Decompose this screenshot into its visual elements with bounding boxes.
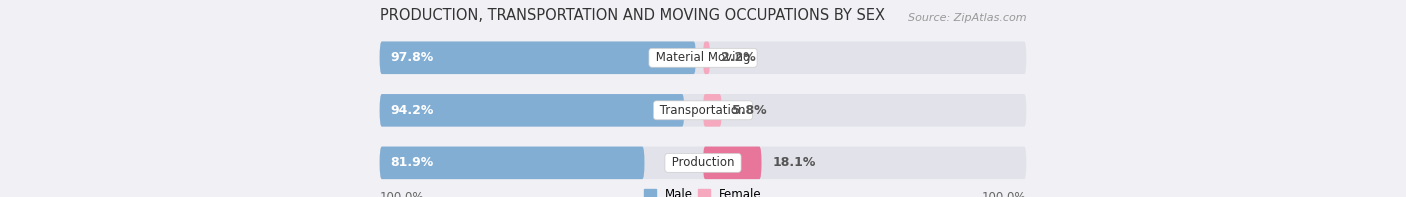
FancyBboxPatch shape bbox=[380, 42, 1026, 74]
Text: PRODUCTION, TRANSPORTATION AND MOVING OCCUPATIONS BY SEX: PRODUCTION, TRANSPORTATION AND MOVING OC… bbox=[380, 8, 884, 23]
Text: 94.2%: 94.2% bbox=[389, 104, 433, 117]
Text: Production: Production bbox=[668, 156, 738, 169]
FancyBboxPatch shape bbox=[380, 42, 696, 74]
Text: Material Moving: Material Moving bbox=[652, 51, 754, 64]
FancyBboxPatch shape bbox=[703, 147, 762, 179]
Text: 100.0%: 100.0% bbox=[981, 191, 1026, 197]
FancyBboxPatch shape bbox=[380, 94, 1026, 127]
FancyBboxPatch shape bbox=[703, 94, 721, 127]
Text: 2.2%: 2.2% bbox=[721, 51, 755, 64]
Text: 100.0%: 100.0% bbox=[380, 191, 425, 197]
Text: Transportation: Transportation bbox=[657, 104, 749, 117]
Text: 81.9%: 81.9% bbox=[389, 156, 433, 169]
FancyBboxPatch shape bbox=[380, 94, 685, 127]
FancyBboxPatch shape bbox=[380, 147, 644, 179]
Text: Source: ZipAtlas.com: Source: ZipAtlas.com bbox=[908, 13, 1026, 23]
Text: 5.8%: 5.8% bbox=[733, 104, 766, 117]
FancyBboxPatch shape bbox=[380, 147, 1026, 179]
Legend: Male, Female: Male, Female bbox=[644, 188, 762, 197]
Text: 18.1%: 18.1% bbox=[772, 156, 815, 169]
Text: 97.8%: 97.8% bbox=[389, 51, 433, 64]
FancyBboxPatch shape bbox=[703, 42, 710, 74]
